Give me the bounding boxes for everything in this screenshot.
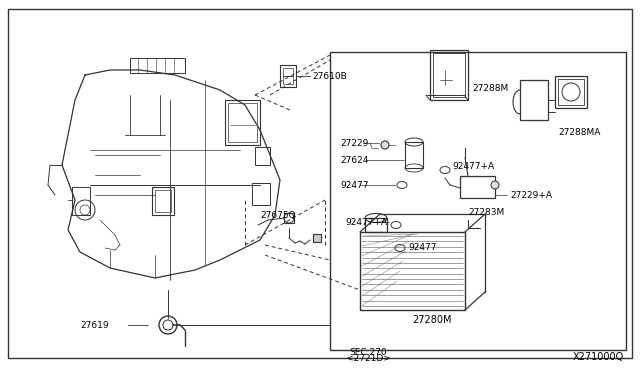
Bar <box>405 142 423 168</box>
Bar <box>225 100 260 145</box>
Bar <box>460 176 495 198</box>
Circle shape <box>381 141 389 149</box>
Text: 27280M: 27280M <box>412 315 452 325</box>
Bar <box>313 234 321 242</box>
Circle shape <box>491 181 499 189</box>
Text: 92477+A: 92477+A <box>452 161 494 170</box>
Bar <box>255 147 270 165</box>
Bar <box>360 232 465 310</box>
Bar <box>433 53 465 97</box>
Text: 92477: 92477 <box>340 180 369 189</box>
Bar <box>130 58 185 73</box>
Text: 92477+A: 92477+A <box>345 218 387 227</box>
Bar <box>330 52 626 350</box>
Bar <box>558 79 584 105</box>
Text: 92477: 92477 <box>408 244 436 253</box>
Text: 27624: 27624 <box>340 155 369 164</box>
Bar <box>283 68 293 76</box>
Bar <box>283 76 293 84</box>
Bar <box>280 65 296 87</box>
Text: 27229+A: 27229+A <box>510 190 552 199</box>
Text: <2721D>: <2721D> <box>346 355 390 363</box>
Bar <box>365 218 387 232</box>
Bar <box>520 80 548 120</box>
Text: 27229: 27229 <box>340 138 369 148</box>
Bar <box>155 190 171 212</box>
Text: 27288MA: 27288MA <box>558 128 600 137</box>
Text: SEC.270: SEC.270 <box>349 348 387 357</box>
Bar <box>430 50 468 100</box>
Text: 27610B: 27610B <box>312 71 347 80</box>
Bar <box>252 183 270 205</box>
Text: X271000Q: X271000Q <box>573 352 624 362</box>
Bar <box>72 187 90 215</box>
Bar <box>152 187 174 215</box>
Text: 27283M: 27283M <box>468 208 504 217</box>
Text: 27675Q: 27675Q <box>260 211 296 219</box>
Text: 27619: 27619 <box>80 321 109 330</box>
Bar <box>284 213 294 223</box>
Text: 27288M: 27288M <box>472 83 508 93</box>
Bar <box>555 76 587 108</box>
Bar <box>228 103 257 142</box>
